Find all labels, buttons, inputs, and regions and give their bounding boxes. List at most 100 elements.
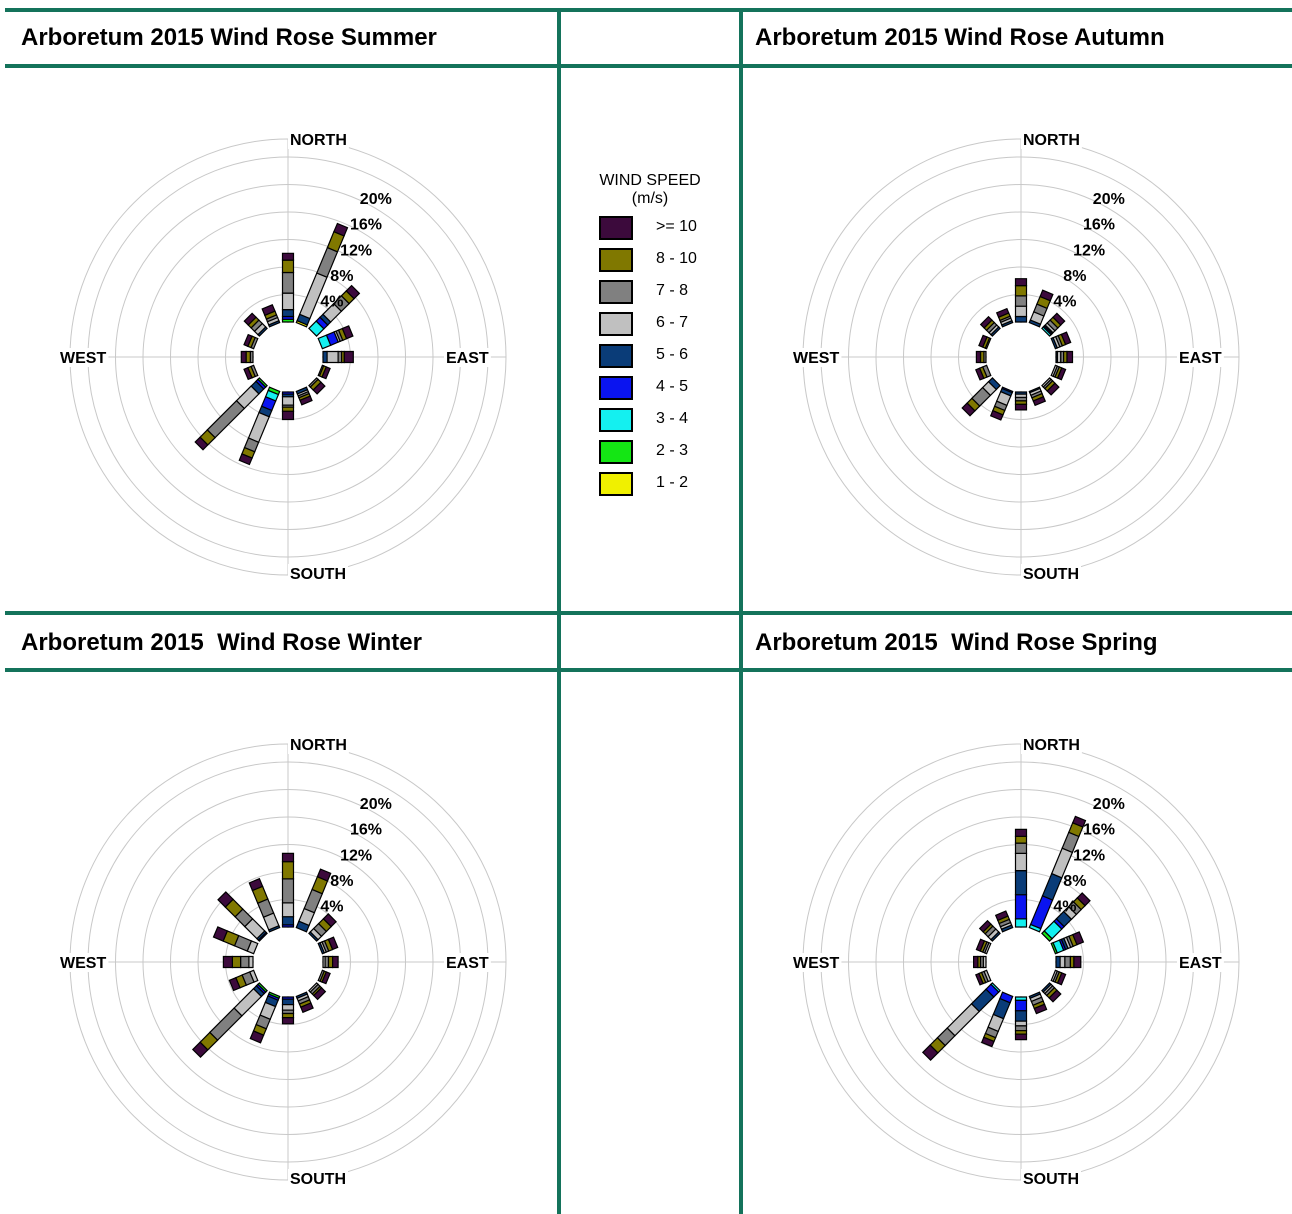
north-label: NORTH — [1023, 737, 1080, 754]
rose-bar-segment — [1014, 305, 1028, 318]
rose-bar-segment — [1060, 331, 1072, 346]
legend-label: 5 - 6 — [656, 346, 689, 363]
legend-swatch — [599, 408, 633, 432]
rose-bar-segment — [343, 350, 354, 364]
rose-bar-segment — [312, 381, 326, 395]
rose-bar-segment — [1014, 285, 1028, 297]
south-label: SOUTH — [290, 566, 346, 583]
legend-row: 1 - 2 — [572, 470, 728, 502]
legend-row: 7 - 8 — [572, 278, 728, 310]
rose-bar-segment — [327, 955, 334, 969]
rose-bar-segment — [194, 436, 209, 451]
rose-bar-segment — [1014, 1033, 1028, 1041]
rose-bar-segment — [326, 350, 339, 364]
ring-label: 4% — [320, 899, 343, 916]
rose-bar-segment — [249, 1030, 265, 1044]
rose-bar-segment — [1076, 892, 1091, 907]
rose-bar-segment — [322, 350, 328, 364]
legend-row: 2 - 3 — [572, 438, 728, 470]
rose-bar-segment — [240, 350, 247, 364]
north-label: NORTH — [290, 132, 347, 149]
compass-label-bg — [1021, 735, 1082, 754]
rose-bar-segment — [1072, 931, 1085, 946]
rose-bar-segment — [1014, 870, 1028, 896]
legend-label: 4 - 5 — [656, 378, 689, 395]
rose-bar-segment — [975, 972, 984, 986]
rose-bar-segment — [973, 955, 979, 969]
rose-bar-segment — [312, 986, 327, 1001]
ring-label: 4% — [320, 294, 343, 311]
rose-bar-segment — [1014, 295, 1028, 307]
rose-bar-segment — [975, 350, 982, 364]
rose-bar-segment — [978, 919, 992, 933]
east-label: EAST — [1179, 350, 1222, 367]
rose-bar-segment — [1014, 1010, 1028, 1022]
rose-bar-segment — [281, 998, 295, 1006]
south-label: SOUTH — [1023, 1171, 1079, 1188]
rose-bar-segment — [281, 916, 295, 926]
rose-bar-segment — [1032, 396, 1047, 407]
south-label: SOUTH — [290, 1171, 346, 1188]
rose-bar-segment — [247, 411, 270, 444]
ring-label: 8% — [330, 873, 353, 890]
rose-bar-segment — [1064, 955, 1071, 969]
west-label: WEST — [793, 955, 839, 972]
wind-rose-winter: 4% 8% 12% 16% 20% NORTH SOUTH EAST WEST — [58, 735, 507, 1188]
compass-label-bg — [288, 130, 349, 149]
rose-bar-segment — [1048, 989, 1062, 1003]
rose-bar-segment — [975, 367, 985, 381]
rose-bar-segment — [212, 926, 229, 942]
rose-bar-segment — [1052, 312, 1066, 326]
calm-circle — [254, 928, 322, 996]
rose-bar-segment — [1014, 828, 1028, 837]
grid-line-header-bottom-1 — [5, 64, 1292, 68]
rose-bar-segment — [300, 1002, 314, 1014]
rose-bar-segment — [281, 1004, 295, 1011]
rose-bar-segment — [921, 1044, 939, 1062]
rose-bar-segment — [1056, 972, 1067, 986]
rose-bar-segment — [1046, 382, 1060, 396]
rose-bar-segment — [1014, 852, 1028, 872]
compass-label-bg — [1021, 130, 1082, 149]
legend-swatch — [599, 248, 633, 272]
rose-bar-segment — [316, 868, 332, 882]
legend-label: 3 - 4 — [656, 410, 689, 427]
ring-label: 16% — [1083, 822, 1115, 839]
grid-line-vertical-2 — [739, 8, 743, 1214]
rose-bar-segment — [980, 1036, 995, 1048]
rose-bar-segment — [281, 252, 295, 261]
grid-line-header-bottom-2 — [5, 668, 1292, 672]
legend-label: 8 - 10 — [656, 250, 697, 267]
ring-label: 16% — [350, 822, 382, 839]
rose-bar-segment — [1055, 955, 1061, 969]
legend-label: >= 10 — [656, 218, 697, 235]
calm-circle — [987, 928, 1055, 996]
ring-label: 8% — [1063, 268, 1086, 285]
rose-bar-segment — [327, 936, 339, 951]
rose-bar-segment — [248, 955, 254, 969]
rose-bar-segment — [281, 271, 295, 294]
rose-bar-segment — [208, 1007, 243, 1042]
west-label: WEST — [793, 350, 839, 367]
rose-bar-segment — [1014, 918, 1028, 928]
south-label: SOUTH — [1023, 566, 1079, 583]
rose-bar-segment — [1014, 278, 1028, 287]
rose-bar-segment — [222, 955, 233, 969]
legend-swatch — [599, 312, 633, 336]
rose-bar-segment — [281, 309, 295, 318]
rose-bar-segment — [1071, 815, 1087, 828]
rose-bar-segment — [243, 312, 257, 326]
rose-bar-segment — [281, 259, 295, 274]
rose-bar-segment — [995, 307, 1010, 318]
legend-row: 6 - 7 — [572, 310, 728, 342]
compass-label-bg — [1021, 1169, 1081, 1188]
rose-bar-segment — [321, 366, 331, 380]
grid-line-vertical-1 — [557, 8, 561, 1214]
legend-swatch — [599, 376, 633, 400]
calm-circle — [254, 323, 322, 391]
rose-bar-segment — [281, 902, 295, 918]
ring-label: 12% — [340, 847, 372, 864]
rose-bar-segment — [975, 938, 986, 952]
legend-swatch — [599, 472, 633, 496]
legend-row: 5 - 6 — [572, 342, 728, 374]
